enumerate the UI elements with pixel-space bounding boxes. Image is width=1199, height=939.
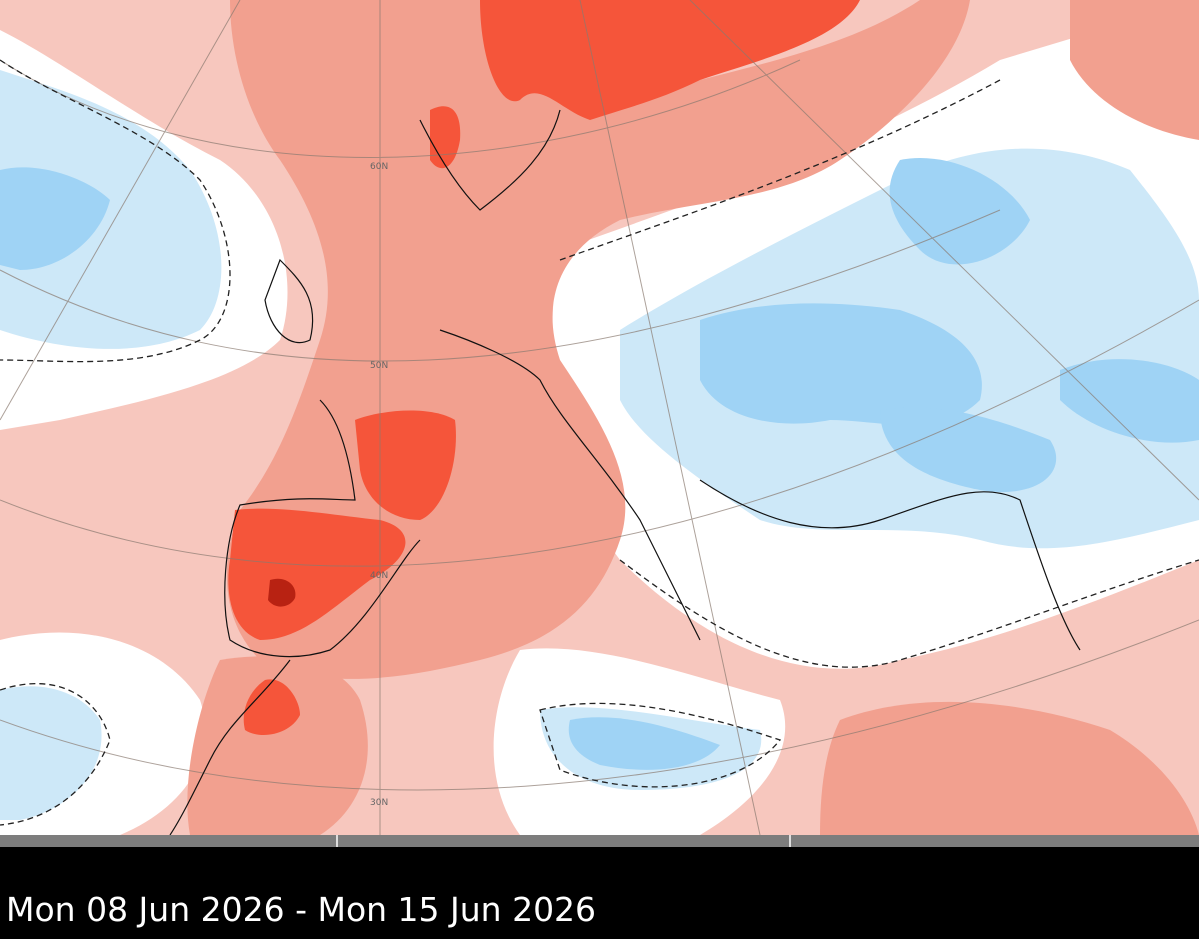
warm-anomaly-extreme [268,578,296,607]
zero-contour [0,59,1199,826]
warm-anomaly [820,701,1199,835]
timeline-tick [789,835,791,847]
warm-anomaly-strong [480,0,860,120]
date-range-caption: Mon 08 Jun 2026 - Mon 15 Jun 2026 [6,890,597,929]
latitude-label: 50N [370,361,388,371]
timeline-tick [336,835,338,847]
cool-anomaly-strong [1060,359,1199,443]
cool-anomaly [0,686,102,820]
latitude-label: 40N [370,571,388,581]
cool-anomaly-strong [889,158,1030,265]
timeline-bar [0,835,1199,847]
cool-anomaly-strong [700,303,982,425]
warm-anomaly [187,656,368,835]
latitude-label: 60N [370,162,388,172]
cool-anomaly-strong [568,717,720,770]
warm-anomaly-strong [228,508,406,640]
coastline [169,109,1081,835]
warm-anomaly-strong [243,679,300,735]
cool-anomaly-strong [0,167,110,270]
latitude-label: 30N [370,798,388,808]
anomaly-map: 60N 50N 40N 30N [0,0,1199,835]
warm-anomaly [1070,0,1199,140]
cool-anomaly [0,70,222,349]
graticule [0,0,1199,835]
cool-anomaly-strong [880,407,1057,492]
